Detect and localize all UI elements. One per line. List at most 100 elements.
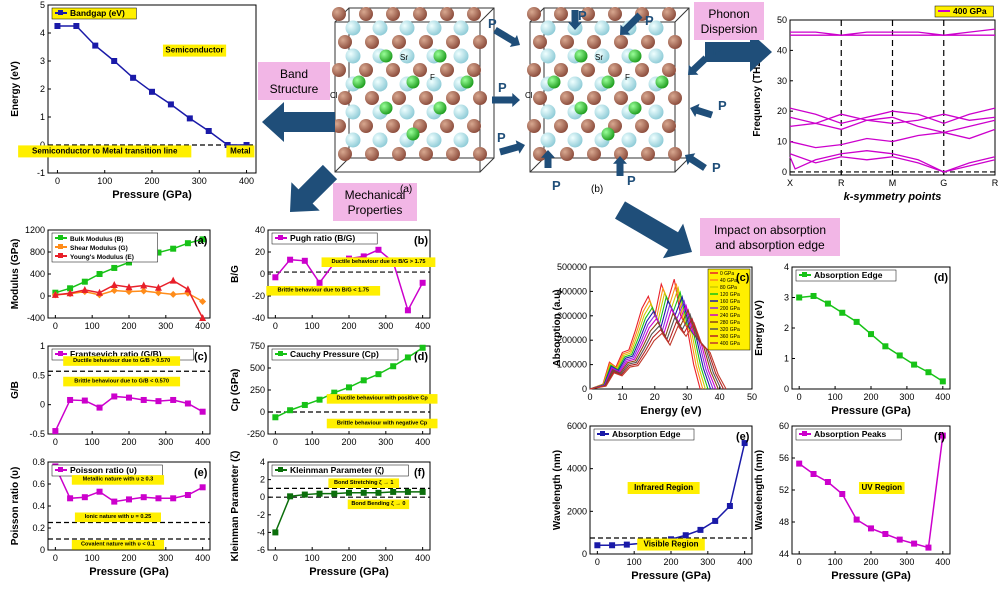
y-tick-label: 750 <box>250 341 265 351</box>
data-point <box>287 407 294 414</box>
atom-brown <box>446 91 460 105</box>
atom-green <box>655 75 669 89</box>
atom-cyan <box>621 76 637 92</box>
data-point <box>155 398 162 405</box>
atom-label: Cl <box>330 91 338 100</box>
data-point <box>939 378 946 385</box>
x-tick-label: 100 <box>305 437 320 447</box>
data-point <box>96 271 103 277</box>
x-tick-label: 40 <box>715 392 725 402</box>
y-tick-label: 20 <box>777 106 787 116</box>
x-tick-label: 100 <box>85 437 100 447</box>
x-tick-label: 100 <box>97 176 112 186</box>
x-tick-label: X <box>787 178 793 188</box>
annotation-text: Semiconductor <box>165 46 223 55</box>
legend-box <box>271 348 399 361</box>
x-tick-label: 300 <box>158 321 173 331</box>
y-tick-label: 100000 <box>557 360 587 370</box>
x-axis-title: Pressure (GPa) <box>831 570 911 582</box>
legend-box <box>271 464 409 477</box>
y-tick-label: 500 <box>250 363 265 373</box>
x-tick-label: R <box>992 178 999 188</box>
atom-brown <box>359 119 373 133</box>
annotation-box <box>347 499 410 510</box>
series-line <box>54 395 204 432</box>
legend-label: 0 GPa <box>720 271 734 277</box>
y-tick-label: 0 <box>582 384 587 394</box>
y-tick-label: 1 <box>40 341 45 351</box>
atom-brown <box>635 63 649 77</box>
atom-brown <box>392 147 406 161</box>
x-tick-label: 400 <box>195 321 210 331</box>
data-point <box>155 495 162 502</box>
atom-brown <box>473 147 487 161</box>
atom-cyan <box>648 20 664 36</box>
y-axis-title: Energy (eV) <box>10 61 21 117</box>
data-point <box>810 471 817 477</box>
x-tick-label: 100 <box>305 321 320 331</box>
atom-brown <box>560 147 574 161</box>
annotation-text: Ductile behaviour due to G/B > 0.570 <box>73 358 170 364</box>
series-line <box>789 153 996 173</box>
atom-brown <box>608 7 622 21</box>
data-point <box>154 283 162 291</box>
atom-brown <box>560 91 574 105</box>
atom-cyan <box>594 48 610 64</box>
y-tick-label: 1 <box>40 112 45 122</box>
atom-cyan <box>372 20 388 36</box>
data-point <box>170 396 177 403</box>
data-point <box>184 492 191 498</box>
unit-cell-edge <box>479 7 495 23</box>
atom-cyan <box>426 132 442 148</box>
x-tick-label: 10 <box>617 392 627 402</box>
y-axis-title: Cp (GPa) <box>230 369 241 412</box>
data-point <box>111 393 118 400</box>
y-axis-title: Energy (eV) <box>754 300 765 356</box>
x-tick-label: 400 <box>415 321 430 331</box>
y-tick-label: 2000 <box>567 506 587 516</box>
atom-brown <box>587 91 601 105</box>
atom-cyan <box>426 76 442 92</box>
atom-brown <box>365 91 379 105</box>
y-tick-label: 2 <box>260 475 265 485</box>
series-line <box>274 491 423 533</box>
x-axis-title: k-symmetry points <box>844 191 942 203</box>
data-point <box>170 495 177 502</box>
chart-edge: 0 100 200 300 400 0 1 2 3 4 Pressure (GPa) Energy (… <box>754 262 951 417</box>
data-point <box>839 491 846 497</box>
series-line <box>597 442 746 547</box>
y-axis-title: Wavelength (nm) <box>754 450 765 530</box>
data-point <box>360 489 367 496</box>
legend-marker <box>802 431 807 436</box>
legend-label: 400 GPa <box>953 6 987 16</box>
data-point <box>419 279 426 286</box>
x-tick-label: 0 <box>53 321 58 331</box>
panel-label: (d) <box>414 351 428 363</box>
legend-label: Cauchy Pressure (Cp) <box>290 349 379 359</box>
data-point <box>810 292 817 299</box>
atom-green <box>433 101 447 115</box>
arrow-to-band-structure <box>262 102 335 142</box>
atom-green <box>574 49 588 63</box>
y-tick-label: 0 <box>40 291 45 301</box>
data-point <box>92 42 99 49</box>
data-point <box>272 529 279 536</box>
data-point <box>316 279 323 286</box>
annotation-box <box>74 512 161 523</box>
atom-brown <box>641 35 655 49</box>
x-tick-label: 100 <box>627 557 642 567</box>
data-point <box>868 525 874 532</box>
data-point <box>697 526 704 533</box>
legend-label: Bulk Modulus (B) <box>70 236 123 243</box>
legend-label: 360 GPa <box>720 334 740 340</box>
atom-brown <box>467 7 481 21</box>
data-point <box>360 253 367 260</box>
atom-brown <box>413 7 427 21</box>
y-tick-label: 0.5 <box>32 370 45 380</box>
annotation-text: Metallic nature with υ ≥ 0.3 <box>83 477 154 483</box>
y-tick-label: -6 <box>257 545 265 555</box>
x-tick-label: R <box>838 178 845 188</box>
data-point <box>140 494 147 501</box>
atom-cyan <box>345 104 361 120</box>
atom-label: Sr <box>595 53 603 62</box>
